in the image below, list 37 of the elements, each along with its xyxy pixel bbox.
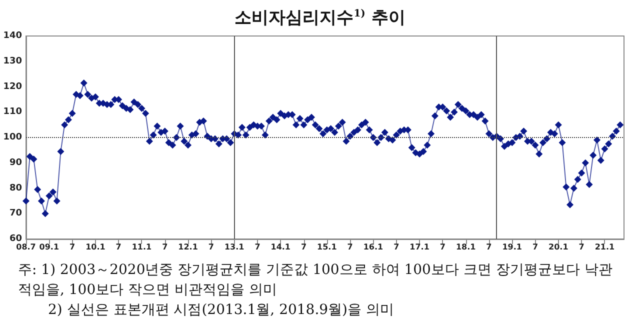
x-tick-label: 20.1 — [548, 242, 569, 252]
x-tick-label: 7 — [300, 242, 307, 252]
y-tick-label: 90 — [9, 158, 22, 168]
x-tick-label: 7 — [394, 242, 400, 252]
x-tick-label: 7 — [116, 242, 122, 252]
x-tick-label: 7 — [208, 242, 214, 252]
y-tick-label: 70 — [9, 208, 22, 219]
x-tick-label: 08.7 — [16, 242, 36, 252]
x-tick-label: 7 — [70, 242, 76, 252]
x-tick-label: 13.1 — [224, 242, 245, 252]
x-tick-label: 14.1 — [270, 242, 291, 252]
x-tick-label: 16.1 — [363, 242, 384, 252]
x-tick-label: 12.1 — [178, 242, 198, 252]
x-tick-label: 19.1 — [502, 242, 522, 252]
x-tick-label: 7 — [254, 242, 260, 252]
text: 주: 1) 2003～2020년중 장기평균치를 기준값 100으로 하여 100보다 크면 장기평균보다 낙관적임을, 100보다 작으면 비관적임을 의미 — [18, 262, 612, 298]
x-tick-label: 7 — [578, 242, 584, 252]
x-tick-label: 7 — [347, 242, 353, 252]
y-tick-label: 120 — [3, 82, 22, 92]
x-tick-label: 15.1 — [317, 242, 338, 252]
x-tick-label: 17.1 — [410, 242, 430, 252]
x-tick-label: 18.1 — [456, 242, 476, 252]
y-tick-label: 130 — [3, 56, 22, 66]
x-tick-label: 10.1 — [86, 242, 106, 252]
text: 2) 실선은 표본개편 시점(2013.1월, 2018.9월)을 의미 — [48, 302, 394, 318]
y-tick-label: 100 — [3, 132, 22, 142]
x-tick-label: 7 — [162, 242, 168, 252]
x-tick-label: 21.1 — [594, 242, 616, 252]
y-tick-label: 80 — [9, 183, 22, 194]
y-tick-label: 60 — [9, 234, 22, 244]
y-tick-label: 110 — [3, 107, 22, 118]
y-tick-label: 140 — [3, 31, 22, 41]
x-tick-label: 7 — [532, 242, 538, 252]
x-tick-label: 7 — [440, 242, 446, 252]
x-tick-label: 11.1 — [132, 242, 152, 252]
x-tick-label: 09.1 — [39, 242, 60, 252]
x-tick-label: 7 — [486, 242, 492, 252]
